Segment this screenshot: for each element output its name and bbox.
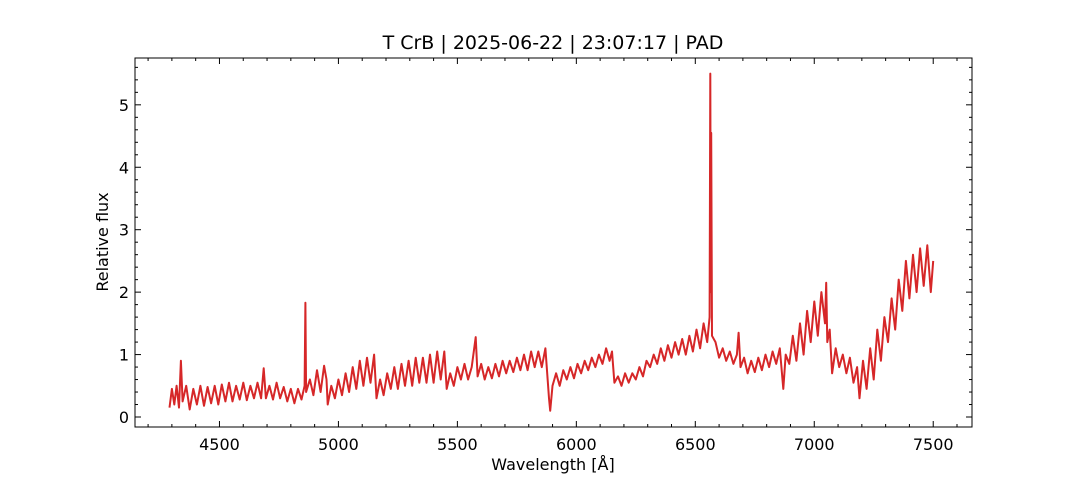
y-tick-label: 4 xyxy=(119,158,129,177)
x-tick-label: 5500 xyxy=(437,435,478,454)
x-axis-label: Wavelength [Å] xyxy=(491,455,614,474)
x-tick-label: 7000 xyxy=(794,435,835,454)
y-tick-label: 3 xyxy=(119,221,129,240)
y-tick-label: 1 xyxy=(119,346,129,365)
x-tick-label: 4500 xyxy=(199,435,240,454)
plot-frame xyxy=(134,57,973,428)
x-tick-label: 5000 xyxy=(318,435,359,454)
x-tick-label: 6500 xyxy=(675,435,716,454)
y-tick-label: 0 xyxy=(119,408,129,427)
y-tick-label: 5 xyxy=(119,96,129,115)
x-tick-label: 7500 xyxy=(913,435,954,454)
spectrum-line xyxy=(168,72,935,412)
y-axis-label: Relative flux xyxy=(93,192,112,291)
chart-title: T CrB | 2025-06-22 | 23:07:17 | PAD xyxy=(382,32,724,54)
y-tick-label: 2 xyxy=(119,283,129,302)
x-tick-label: 6000 xyxy=(556,435,597,454)
